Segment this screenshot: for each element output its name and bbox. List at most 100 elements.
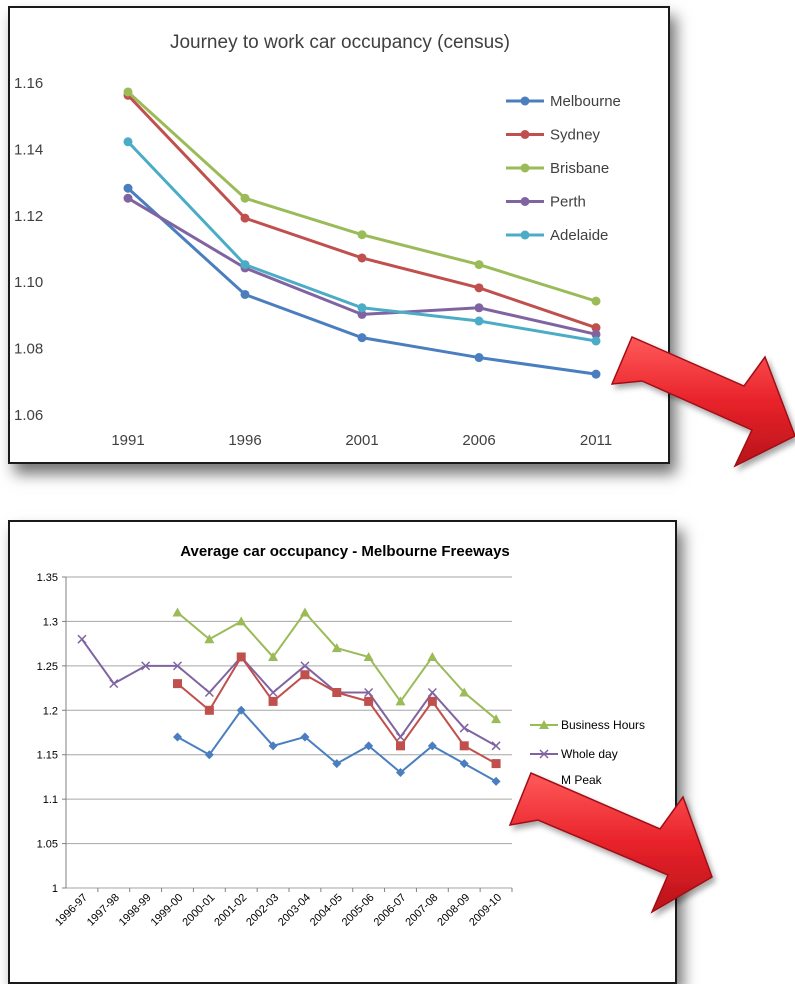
x-tick-label: 1991 (111, 432, 144, 449)
y-tick-label: 1.06 (14, 407, 43, 424)
data-point (300, 661, 310, 671)
x-tick-label: 2000-01 (180, 892, 217, 929)
data-point (474, 283, 484, 293)
data-point (357, 309, 367, 319)
data-point (539, 720, 549, 729)
legend-marker (520, 197, 530, 206)
legend-item: Melbourne (506, 93, 621, 110)
data-point (427, 687, 437, 698)
data-point (240, 193, 250, 203)
data-point (396, 741, 405, 751)
data-point (236, 705, 246, 715)
data-point (173, 679, 182, 689)
series-business-hours (172, 607, 502, 724)
data-point (427, 696, 437, 706)
data-point (491, 759, 501, 769)
y-tick-label: 1.35 (37, 572, 58, 584)
data-point (396, 767, 405, 777)
y-tick-label: 1.08 (14, 341, 43, 358)
data-point (363, 651, 374, 661)
data-point (539, 749, 549, 759)
data-point (395, 696, 406, 706)
data-point (300, 670, 310, 680)
x-tick-label: 1996-97 (53, 892, 90, 929)
data-point (123, 183, 133, 193)
legend-label: M Peak (561, 773, 603, 787)
data-point (331, 643, 342, 653)
legend-label: Brisbane (550, 160, 609, 177)
legend-label: Adelaide (550, 227, 608, 244)
data-point (240, 260, 250, 270)
x-tick-label: 2001-02 (212, 892, 249, 929)
y-tick-label: 1.15 (37, 750, 58, 762)
census-chart: Journey to work car occupancy (census) 1… (14, 32, 621, 449)
y-tick-label: 1.3 (43, 616, 58, 628)
data-point (204, 750, 214, 760)
chart-title: Average car occupancy - Melbourne Freewa… (180, 543, 510, 560)
data-point (357, 333, 367, 343)
x-tick-label: 2003-04 (276, 892, 313, 929)
data-point (474, 303, 484, 313)
x-tick-label: 1997-98 (85, 892, 122, 929)
series-melbourne (123, 183, 601, 379)
data-point (240, 213, 250, 223)
y-tick-label: 1.1 (43, 794, 58, 806)
data-point (364, 687, 374, 698)
data-point (491, 741, 501, 751)
data-point (474, 316, 484, 326)
y-tick-label: 1.10 (14, 274, 43, 291)
data-point (299, 607, 310, 617)
data-point (357, 303, 367, 313)
data-point (332, 759, 342, 769)
data-point (204, 705, 214, 715)
data-point (204, 634, 215, 644)
data-point (427, 741, 437, 751)
series-unnamed-3 (173, 705, 501, 786)
data-point (240, 289, 250, 299)
series-perth (123, 193, 601, 339)
y-tick-label: 1.25 (37, 661, 58, 673)
data-point (427, 651, 438, 661)
data-point (591, 329, 601, 339)
y-tick-label: 1.2 (43, 705, 58, 717)
y-tick-label: 1.12 (14, 208, 43, 225)
data-point (459, 723, 469, 733)
legend-label: Sydney (550, 127, 601, 144)
y-tick-label: 1.05 (37, 839, 58, 851)
data-point (491, 776, 501, 786)
legend-label: Whole day (561, 747, 618, 761)
legend-label: Business Hours (561, 718, 645, 732)
x-tick-label: 2008-09 (435, 892, 472, 929)
data-point (474, 260, 484, 270)
x-tick-label: 2011 (580, 432, 612, 449)
y-tick-label: 1.16 (14, 75, 43, 92)
x-tick-label: 2006-07 (372, 892, 409, 929)
data-point (474, 353, 484, 363)
legend-marker (520, 96, 530, 106)
series-line (126, 90, 597, 303)
data-point (141, 661, 151, 671)
series-line (177, 708, 497, 783)
data-point (395, 732, 406, 742)
legend-label: Melbourne (550, 93, 621, 110)
series-unnamed-2 (173, 652, 501, 769)
x-tick-label: 1999-00 (149, 892, 186, 929)
data-point (123, 87, 133, 97)
series-whole-day (77, 634, 501, 751)
data-point (591, 323, 601, 333)
legend-item: Business Hours (530, 718, 645, 732)
legend-item: Brisbane (506, 160, 609, 177)
x-tick-label: 2001 (345, 432, 378, 449)
data-point (491, 714, 502, 724)
data-point (268, 687, 278, 698)
data-point (459, 741, 469, 751)
data-point (591, 336, 601, 346)
freeway-chart: Average car occupancy - Melbourne Freewa… (37, 543, 645, 929)
data-point (459, 687, 470, 697)
data-point (172, 661, 183, 671)
data-point (364, 741, 374, 751)
x-tick-label: 1996 (228, 432, 261, 449)
legend-marker (520, 130, 530, 139)
series-brisbane (123, 87, 601, 306)
data-point (268, 741, 278, 751)
